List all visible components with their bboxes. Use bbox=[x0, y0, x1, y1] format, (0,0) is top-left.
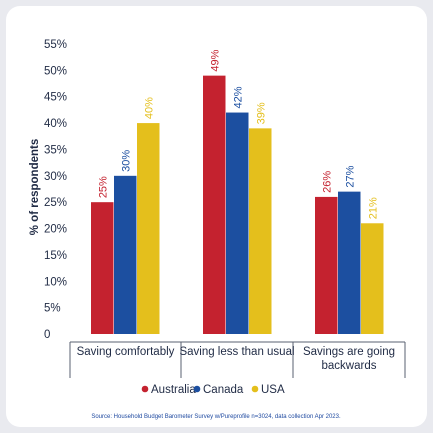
legend-label: Canada bbox=[203, 384, 244, 396]
data-label: 21% bbox=[367, 197, 379, 219]
data-label: 26% bbox=[321, 171, 333, 193]
data-label: 25% bbox=[97, 176, 109, 198]
bar-canada bbox=[338, 191, 361, 334]
y-axis-ticks: 0 5% 10% 15% 20% 25% 30% 35% 40% 45% 50% 55% bbox=[44, 39, 67, 341]
bar-australia bbox=[91, 202, 114, 334]
y-tick-label: 40% bbox=[44, 118, 67, 130]
legend: Australia Canada USA bbox=[141, 384, 285, 396]
data-label: 42% bbox=[232, 86, 244, 108]
y-tick-label: 55% bbox=[44, 39, 67, 51]
data-label: 27% bbox=[344, 165, 356, 187]
y-tick-label: 25% bbox=[44, 197, 67, 209]
bar-usa bbox=[249, 128, 272, 334]
bar-australia bbox=[203, 75, 226, 335]
y-tick-label: 35% bbox=[44, 144, 67, 156]
legend-marker bbox=[141, 385, 149, 393]
x-axis bbox=[69, 341, 406, 378]
y-axis-label: % of respondents bbox=[29, 139, 41, 235]
y-tick-label: 45% bbox=[44, 92, 67, 104]
legend-marker bbox=[251, 385, 259, 393]
bar-usa bbox=[361, 223, 384, 334]
y-tick-label: 10% bbox=[44, 276, 67, 288]
source-note: Source: Household Budget Barometer Surve… bbox=[91, 414, 341, 420]
data-label: 40% bbox=[143, 97, 155, 119]
legend-label: Australia bbox=[151, 384, 196, 396]
bar-australia bbox=[315, 196, 338, 334]
category-label: backwards bbox=[322, 360, 377, 372]
y-tick-label: 30% bbox=[44, 171, 67, 183]
data-label: 49% bbox=[209, 49, 221, 71]
data-label: 39% bbox=[255, 102, 267, 124]
category-label: Savings are going bbox=[303, 346, 395, 358]
y-tick-label: 20% bbox=[44, 224, 67, 236]
y-tick-label: 5% bbox=[44, 303, 61, 315]
category-labels: Saving comfortably Saving less than usual… bbox=[77, 346, 395, 372]
legend-label: USA bbox=[261, 384, 285, 396]
category-label: Saving less than usual bbox=[179, 346, 294, 358]
bar-canada bbox=[226, 112, 249, 334]
y-tick-label: 50% bbox=[44, 65, 67, 77]
bar-canada bbox=[114, 175, 137, 334]
legend-marker bbox=[193, 385, 201, 393]
bar-usa bbox=[137, 123, 160, 334]
y-tick-label: 15% bbox=[44, 250, 67, 262]
y-tick-label: 0 bbox=[44, 329, 50, 341]
data-label: 30% bbox=[120, 150, 132, 172]
category-label: Saving comfortably bbox=[77, 346, 175, 358]
bars: 25% 30% 40% 49% 42% 39% 26% 27% 21% bbox=[91, 49, 384, 335]
